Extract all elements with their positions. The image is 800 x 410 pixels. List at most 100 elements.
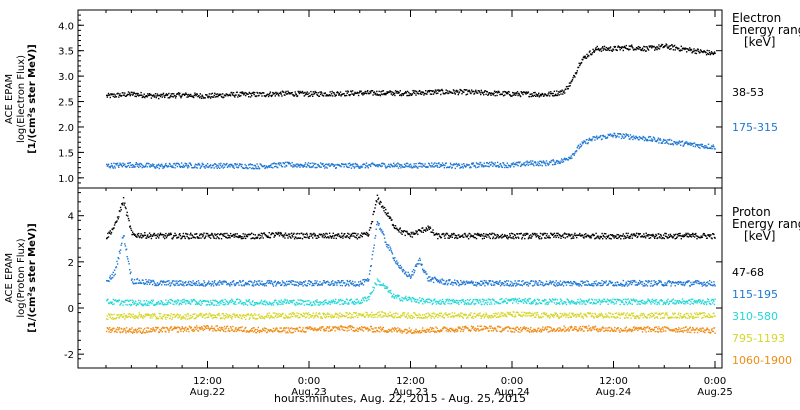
proton-data-point: [505, 235, 507, 237]
proton-data-point: [516, 283, 519, 285]
proton-data-point: [354, 303, 356, 305]
proton-data-point: [407, 296, 409, 299]
electron-data-point: [198, 95, 200, 97]
electron-data-point: [515, 92, 517, 94]
proton-data-point: [517, 302, 519, 305]
proton-data-point: [503, 299, 505, 301]
proton-data-point: [515, 282, 517, 284]
proton-data-point: [503, 235, 505, 237]
proton-data-point: [152, 299, 154, 301]
proton-data-point: [182, 235, 184, 237]
proton-data-point: [425, 230, 427, 232]
electron-data-point: [405, 90, 407, 93]
proton-data-point: [152, 279, 154, 282]
electron-data-point: [530, 160, 532, 162]
proton-data-point: [600, 236, 603, 238]
electron-data-point: [486, 91, 488, 93]
proton-data-point: [148, 279, 150, 281]
proton-data-point: [304, 233, 307, 235]
proton-data-point: [431, 277, 433, 279]
proton-data-point: [301, 303, 303, 305]
electron-data-point: [178, 163, 180, 166]
electron-data-point: [167, 94, 169, 96]
proton-data-point: [314, 233, 316, 236]
proton-data-point: [132, 300, 134, 302]
electron-data-point: [663, 139, 665, 141]
proton-data-point: [132, 281, 134, 283]
proton-data-point: [335, 237, 337, 240]
electron-data-point: [493, 164, 496, 166]
proton-data-point: [521, 280, 523, 283]
proton-data-point: [593, 301, 595, 304]
electron-data-point: [107, 92, 110, 95]
proton-data-point: [636, 284, 638, 286]
electron-data-point: [405, 92, 408, 94]
electron-data-point: [647, 136, 650, 139]
electron-data-point: [620, 133, 622, 135]
proton-data-point: [402, 268, 404, 271]
proton-data-point: [487, 282, 490, 284]
electron-data-point: [706, 49, 708, 52]
electron-data-point: [202, 95, 204, 98]
electron-data-point: [238, 95, 241, 97]
electron-data-point: [550, 91, 552, 93]
proton-data-point: [182, 301, 185, 303]
proton-data-point: [247, 283, 249, 285]
electron-data-point: [418, 165, 420, 168]
proton-data-point: [367, 296, 369, 298]
proton-data-point: [411, 300, 413, 303]
proton-data-point: [341, 300, 343, 302]
electron-data-point: [562, 159, 564, 161]
proton-data-point: [261, 284, 264, 286]
proton-data-point: [245, 299, 247, 301]
proton-data-point: [211, 303, 213, 305]
proton-data-point: [298, 302, 301, 305]
proton-data-point: [384, 212, 386, 214]
proton-data-point: [475, 281, 477, 284]
proton-data-point: [396, 260, 398, 262]
proton-data-point: [266, 301, 268, 303]
electron-data-point: [644, 46, 646, 48]
proton-data-point: [533, 300, 535, 302]
proton-data-point: [489, 299, 491, 301]
proton-data-point: [402, 231, 404, 233]
electron-data-point: [439, 90, 441, 92]
proton-data-point: [168, 232, 170, 235]
proton-data-point: [303, 301, 305, 303]
proton-data-point: [153, 282, 156, 284]
electron-data-point: [470, 92, 472, 95]
proton-data-point: [652, 284, 655, 286]
proton-data-point: [141, 282, 143, 284]
electron-data-point: [551, 95, 554, 97]
proton-data-point: [216, 304, 218, 306]
electron-data-point: [111, 164, 113, 167]
proton-data-point: [460, 283, 462, 286]
electron-data-point: [516, 92, 518, 95]
proton-data-point: [307, 236, 309, 238]
proton-data-point: [469, 282, 471, 284]
electron-data-point: [458, 92, 460, 94]
proton-data-point: [493, 282, 495, 284]
electron-data-point: [560, 90, 563, 93]
electron-data-point: [367, 165, 369, 167]
electron-data-point: [402, 94, 404, 96]
proton-data-point: [501, 283, 503, 286]
proton-data-point: [361, 282, 363, 284]
electron-data-point: [414, 90, 417, 92]
proton-data-point: [606, 235, 608, 237]
proton-data-point: [327, 302, 330, 304]
electron-data-point: [402, 93, 404, 95]
proton-data-point: [376, 194, 379, 196]
proton-data-point: [419, 297, 421, 299]
proton-data-point: [341, 303, 343, 305]
electron-data-point: [681, 49, 683, 52]
electron-data-point: [502, 162, 505, 164]
proton-data-point: [266, 282, 268, 284]
proton-data-point: [684, 234, 686, 236]
proton-data-point: [637, 282, 640, 284]
electron-data-point: [323, 165, 325, 167]
proton-data-point: [679, 281, 681, 284]
proton-data-point: [710, 284, 712, 286]
proton-data-point: [413, 272, 415, 274]
proton-data-point: [117, 218, 119, 220]
